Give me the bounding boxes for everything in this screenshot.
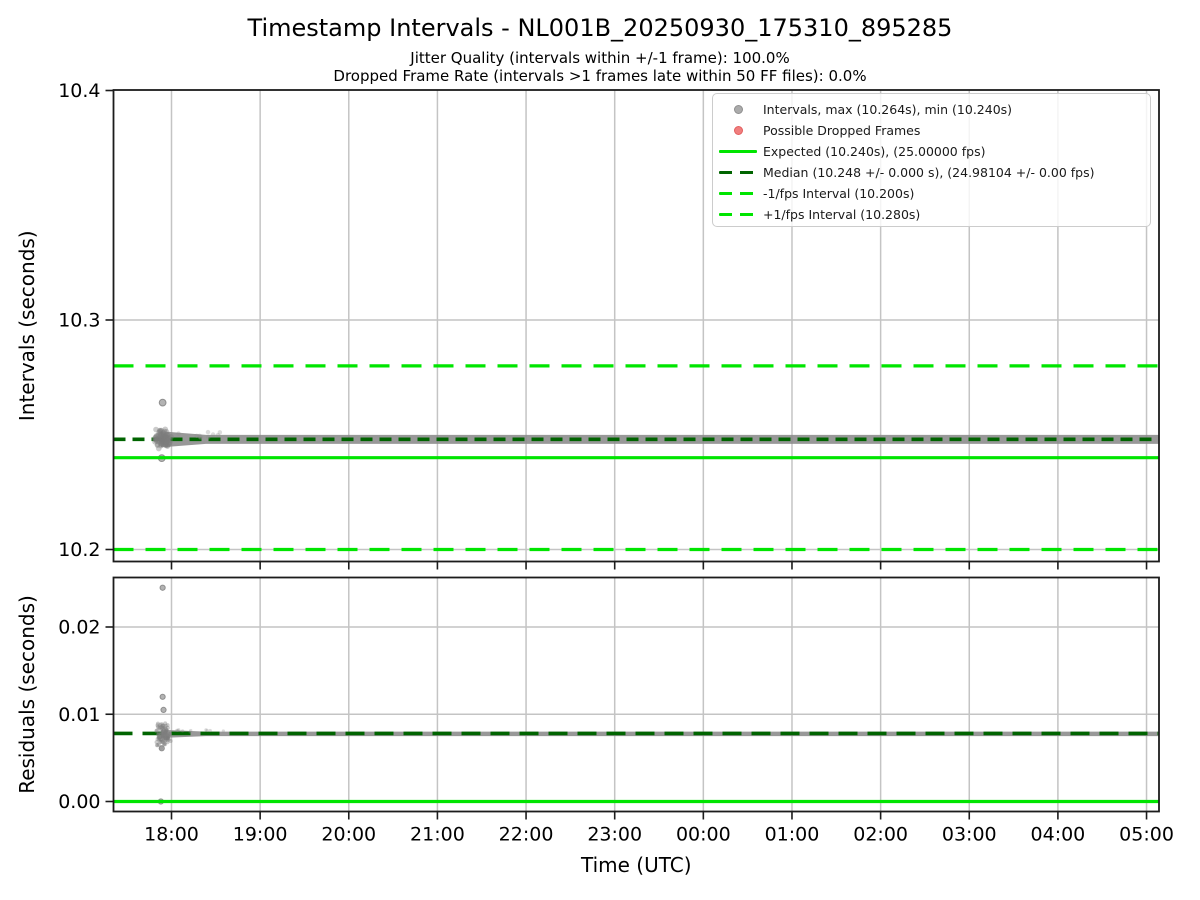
outlier-point [159,693,166,700]
legend-item: -1/fps Interval (10.200s) [713,183,1150,204]
outlier-point [158,398,167,407]
legend-label: -1/fps Interval (10.200s) [763,186,915,201]
y-tick-label: 0.01 [58,704,100,726]
x-tick-label: 03:00 [942,824,997,846]
x-axis-label: Time (UTC) [580,853,692,877]
x-tick-label: 01:00 [765,824,820,846]
y-axis-label-intervals: Intervals (seconds) [15,230,39,421]
legend-item: Intervals, max (10.264s), min (10.240s) [713,99,1150,120]
startup-cluster [154,721,225,751]
chart-subtitle-dropped: Dropped Frame Rate (intervals >1 frames … [333,67,867,85]
x-tick-label: 00:00 [676,824,731,846]
chart-subtitle-jitter: Jitter Quality (intervals within +/-1 fr… [410,49,790,67]
x-tick-label: 21:00 [410,824,465,846]
panel-residuals: 0.00 0.01 0.02 18:00 19:00 20:00 21:00 22:00 23:… [15,576,1174,846]
legend: Intervals, max (10.264s), min (10.240s) P… [712,93,1151,227]
legend-label: Median (10.248 +/- 0.000 s), (24.98104 +… [763,165,1095,180]
legend-dot-marker [713,126,763,135]
interval-scatter-band [160,431,1159,448]
legend-label: Intervals, max (10.264s), min (10.240s) [763,102,1013,117]
legend-line-marker [713,149,763,154]
x-tick-label: 23:00 [587,824,642,846]
panel-border [112,576,1160,813]
outlier-point [160,706,167,713]
y-axis-label-residuals: Residuals (seconds) [15,595,39,794]
legend-dot-marker [713,105,763,114]
legend-label: Expected (10.240s), (25.00000 fps) [763,144,986,159]
legend-label: +1/fps Interval (10.280s) [763,207,921,222]
legend-label: Possible Dropped Frames [763,123,921,138]
x-tick-label: 18:00 [144,824,199,846]
x-tick-label: 20:00 [321,824,376,846]
legend-item: Expected (10.240s), (25.00000 fps) [713,141,1150,162]
interval-scatter-band [160,729,1159,738]
chart-title: Timestamp Intervals - NL001B_20250930_17… [247,14,953,42]
x-tick-label: 02:00 [853,824,908,846]
y-tick-label: 10.3 [58,310,100,332]
legend-line-marker [713,170,763,175]
panel-intervals: 10.2 10.3 10.4 Intervals (seconds) [15,80,1160,570]
legend-item: Possible Dropped Frames [713,120,1150,141]
y-tick-label: 10.2 [58,539,100,561]
x-tick-label: 04:00 [1031,824,1086,846]
y-tick-label: 0.02 [58,617,100,639]
x-tick-label: 22:00 [499,824,554,846]
outlier-point [159,584,166,591]
panel-border [112,89,1160,563]
startup-cluster [152,426,223,452]
x-tick-label: 19:00 [233,824,288,846]
y-tick-label: 10.4 [58,80,100,102]
x-tick-label: 05:00 [1119,824,1174,846]
legend-item: +1/fps Interval (10.280s) [713,204,1150,225]
gridlines [113,577,1159,812]
outlier-point [158,745,165,752]
legend-line-marker [713,212,763,217]
legend-line-marker [713,191,763,196]
legend-item: Median (10.248 +/- 0.000 s), (24.98104 +… [713,162,1150,183]
y-tick-label: 0.00 [58,791,100,813]
